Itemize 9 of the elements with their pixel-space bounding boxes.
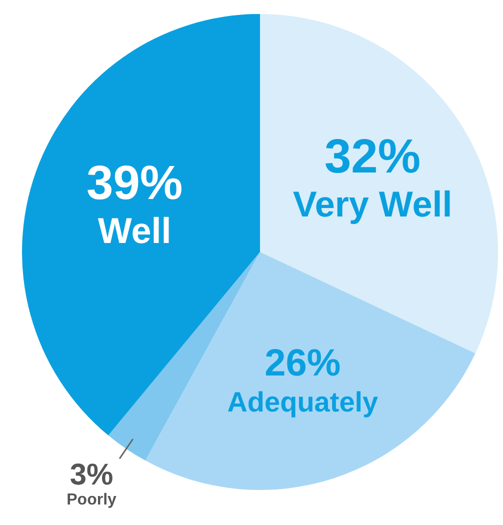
pie-slice (145, 252, 476, 490)
slice-label: Poorly (66, 492, 117, 509)
slice-label: Well (98, 210, 172, 251)
slice-label: Adequately (227, 386, 379, 418)
data-label: 26% (264, 342, 341, 384)
data-label: 39% (86, 156, 183, 210)
data-label: 32% (324, 130, 421, 184)
data-label: 3% (70, 458, 114, 492)
slice-label: Very Well (292, 184, 452, 225)
